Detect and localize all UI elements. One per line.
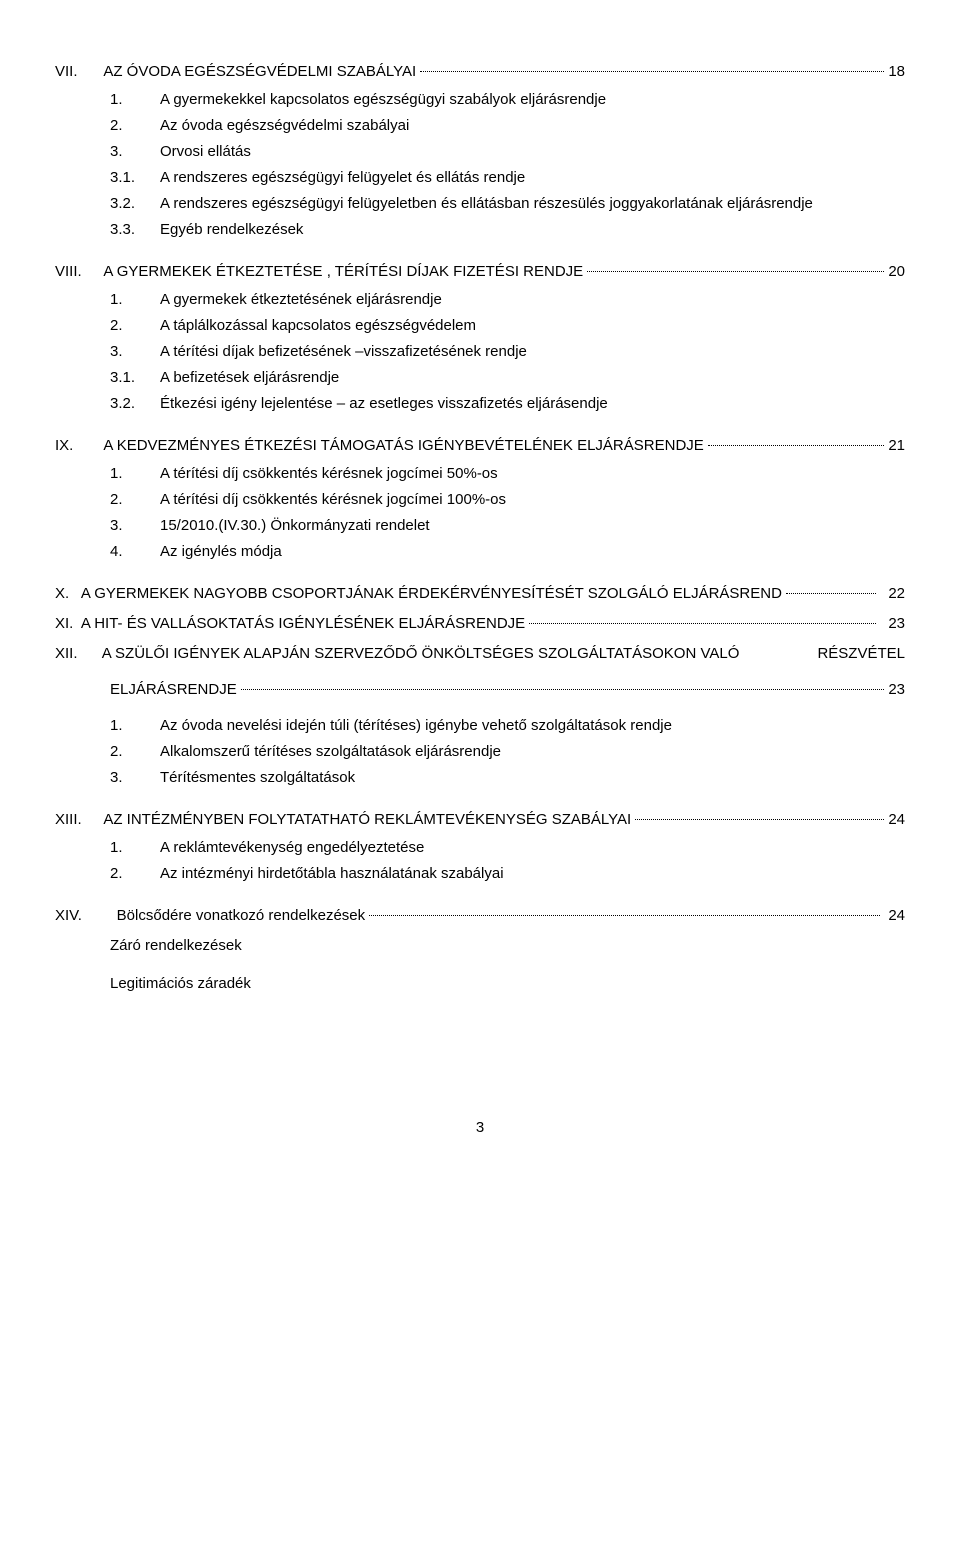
toc-leader bbox=[587, 271, 884, 272]
closing-items: Záró rendelkezések Legitimációs záradék bbox=[110, 934, 905, 996]
toc-section-xi: XI. A HIT- ÉS VALLÁSOKTATÁS IGÉNYLÉSÉNEK… bbox=[55, 612, 905, 636]
toc-leader bbox=[529, 623, 876, 624]
toc-item: 3.3.Egyéb rendelkezések bbox=[110, 218, 905, 242]
roman-numeral: IX. bbox=[55, 434, 100, 458]
toc-leader bbox=[708, 445, 885, 446]
toc-heading-xiii: XIII. AZ INTÉZMÉNYBEN FOLYTATATHATÓ REKL… bbox=[55, 808, 905, 832]
toc-item: 3.A térítési díjak befizetésének –vissza… bbox=[110, 340, 905, 364]
toc-section-viii: VIII. A GYERMEKEK ÉTKEZTETÉSE , TÉRÍTÉSI… bbox=[55, 260, 905, 416]
toc-section-xiii: XIII. AZ INTÉZMÉNYBEN FOLYTATATHATÓ REKL… bbox=[55, 808, 905, 886]
toc-heading-vii: VII. AZ ÓVODA EGÉSZSÉGVÉDELMI SZABÁLYAI … bbox=[55, 60, 905, 84]
section-title-line2: ELJÁRÁSRENDJE bbox=[110, 678, 237, 702]
toc-item: 2.Az óvoda egészségvédelmi szabályai bbox=[110, 114, 905, 138]
section-title: AZ ÓVODA EGÉSZSÉGVÉDELMI SZABÁLYAI bbox=[103, 63, 416, 80]
toc-leader bbox=[241, 689, 885, 690]
roman-numeral: VII. bbox=[55, 60, 100, 84]
section-title: A GYERMEKEK NAGYOBB CSOPORTJÁNAK ÉRDEKÉR… bbox=[81, 585, 782, 602]
toc-heading-x: X. A GYERMEKEK NAGYOBB CSOPORTJÁNAK ÉRDE… bbox=[55, 582, 905, 606]
toc-item: 4.Az igénylés módja bbox=[110, 540, 905, 564]
page-number-21: 21 bbox=[888, 434, 905, 458]
toc-sublist-xii: 1.Az óvoda nevelési idején túli (térítés… bbox=[110, 714, 905, 790]
section-title: A KEDVEZMÉNYES ÉTKEZÉSI TÁMOGATÁS IGÉNYB… bbox=[103, 437, 703, 454]
toc-section-ix: IX. A KEDVEZMÉNYES ÉTKEZÉSI TÁMOGATÁS IG… bbox=[55, 434, 905, 564]
toc-section-xii: XII. A SZÜLŐI IGÉNYEK ALAPJÁN SZERVEZŐDŐ… bbox=[55, 642, 905, 790]
toc-heading-viii: VIII. A GYERMEKEK ÉTKEZTETÉSE , TÉRÍTÉSI… bbox=[55, 260, 905, 284]
page-number-20: 20 bbox=[888, 260, 905, 284]
closing-item-1: Záró rendelkezések bbox=[110, 934, 905, 958]
toc-heading-xii: XII. A SZÜLŐI IGÉNYEK ALAPJÁN SZERVEZŐDŐ… bbox=[55, 642, 905, 702]
toc-item: 3.1.A rendszeres egészségügyi felügyelet… bbox=[110, 166, 905, 190]
roman-numeral: XIII. bbox=[55, 808, 100, 832]
document-page: VII. AZ ÓVODA EGÉSZSÉGVÉDELMI SZABÁLYAI … bbox=[55, 60, 905, 1140]
page-number-23: 23 bbox=[880, 612, 905, 636]
section-title: Bölcsődére vonatkozó rendelkezések bbox=[117, 907, 365, 924]
closing-item-2: Legitimációs záradék bbox=[110, 972, 905, 996]
page-number-18: 18 bbox=[888, 60, 905, 84]
toc-heading-ix: IX. A KEDVEZMÉNYES ÉTKEZÉSI TÁMOGATÁS IG… bbox=[55, 434, 905, 458]
toc-item: 3.15/2010.(IV.30.) Önkormányzati rendele… bbox=[110, 514, 905, 538]
toc-item: 1.A térítési díj csökkentés kérésnek jog… bbox=[110, 462, 905, 486]
page-number-23b: 23 bbox=[888, 678, 905, 702]
toc-item: 1.A gyermekek étkeztetésének eljárásrend… bbox=[110, 288, 905, 312]
toc-item: 2.A térítési díj csökkentés kérésnek jog… bbox=[110, 488, 905, 512]
toc-item: 3.2.Étkezési igény lejelentése – az eset… bbox=[110, 392, 905, 416]
toc-sublist-viii: 1.A gyermekek étkeztetésének eljárásrend… bbox=[110, 288, 905, 416]
section-title: AZ INTÉZMÉNYBEN FOLYTATATHATÓ REKLÁMTEVÉ… bbox=[103, 811, 631, 828]
toc-section-xiv: XIV. Bölcsődére vonatkozó rendelkezések … bbox=[55, 904, 905, 928]
section-title-part1: A SZÜLŐI IGÉNYEK ALAPJÁN SZERVEZŐDŐ ÖNKÖ… bbox=[102, 645, 740, 662]
page-footer-number: 3 bbox=[55, 1116, 905, 1140]
page-number-22: 22 bbox=[880, 582, 905, 606]
section-title: A HIT- ÉS VALLÁSOKTATÁS IGÉNYLÉSÉNEK ELJ… bbox=[81, 615, 525, 632]
toc-item: 1.A reklámtevékenység engedélyeztetése bbox=[110, 836, 905, 860]
page-number-24: 24 bbox=[888, 808, 905, 832]
toc-item: 2.Az intézményi hirdetőtábla használatán… bbox=[110, 862, 905, 886]
section-title: A GYERMEKEK ÉTKEZTETÉSE , TÉRÍTÉSI DÍJAK… bbox=[103, 263, 583, 280]
toc-sublist-xiii: 1.A reklámtevékenység engedélyeztetése 2… bbox=[110, 836, 905, 886]
roman-numeral: VIII. bbox=[55, 260, 100, 284]
toc-heading-xiv: XIV. Bölcsődére vonatkozó rendelkezések … bbox=[55, 904, 905, 928]
toc-item: 1.A gyermekekkel kapcsolatos egészségügy… bbox=[110, 88, 905, 112]
page-number-24b: 24 bbox=[884, 904, 905, 928]
roman-numeral: XI. bbox=[55, 615, 73, 632]
section-title-part2: RÉSZVÉTEL bbox=[817, 642, 905, 666]
toc-item: 3.1.A befizetések eljárásrendje bbox=[110, 366, 905, 390]
toc-heading-xi: XI. A HIT- ÉS VALLÁSOKTATÁS IGÉNYLÉSÉNEK… bbox=[55, 612, 905, 636]
roman-numeral: XII. bbox=[55, 645, 78, 662]
roman-numeral: X. bbox=[55, 585, 69, 602]
roman-numeral: XIV. bbox=[55, 904, 100, 928]
toc-leader bbox=[786, 593, 876, 594]
toc-item: 2.Alkalomszerű térítéses szolgáltatások … bbox=[110, 740, 905, 764]
toc-item: 3.Orvosi ellátás bbox=[110, 140, 905, 164]
toc-item: 2.A táplálkozással kapcsolatos egészségv… bbox=[110, 314, 905, 338]
toc-sublist-ix: 1.A térítési díj csökkentés kérésnek jog… bbox=[110, 462, 905, 564]
toc-leader bbox=[635, 819, 884, 820]
toc-section-x: X. A GYERMEKEK NAGYOBB CSOPORTJÁNAK ÉRDE… bbox=[55, 582, 905, 606]
toc-leader bbox=[420, 71, 884, 72]
toc-leader bbox=[369, 915, 880, 916]
toc-sublist-vii: 1.A gyermekekkel kapcsolatos egészségügy… bbox=[110, 88, 905, 242]
toc-item: 1.Az óvoda nevelési idején túli (térítés… bbox=[110, 714, 905, 738]
toc-item: 3.Térítésmentes szolgáltatások bbox=[110, 766, 905, 790]
toc-section-vii: VII. AZ ÓVODA EGÉSZSÉGVÉDELMI SZABÁLYAI … bbox=[55, 60, 905, 242]
toc-item: 3.2.A rendszeres egészségügyi felügyelet… bbox=[110, 192, 905, 216]
